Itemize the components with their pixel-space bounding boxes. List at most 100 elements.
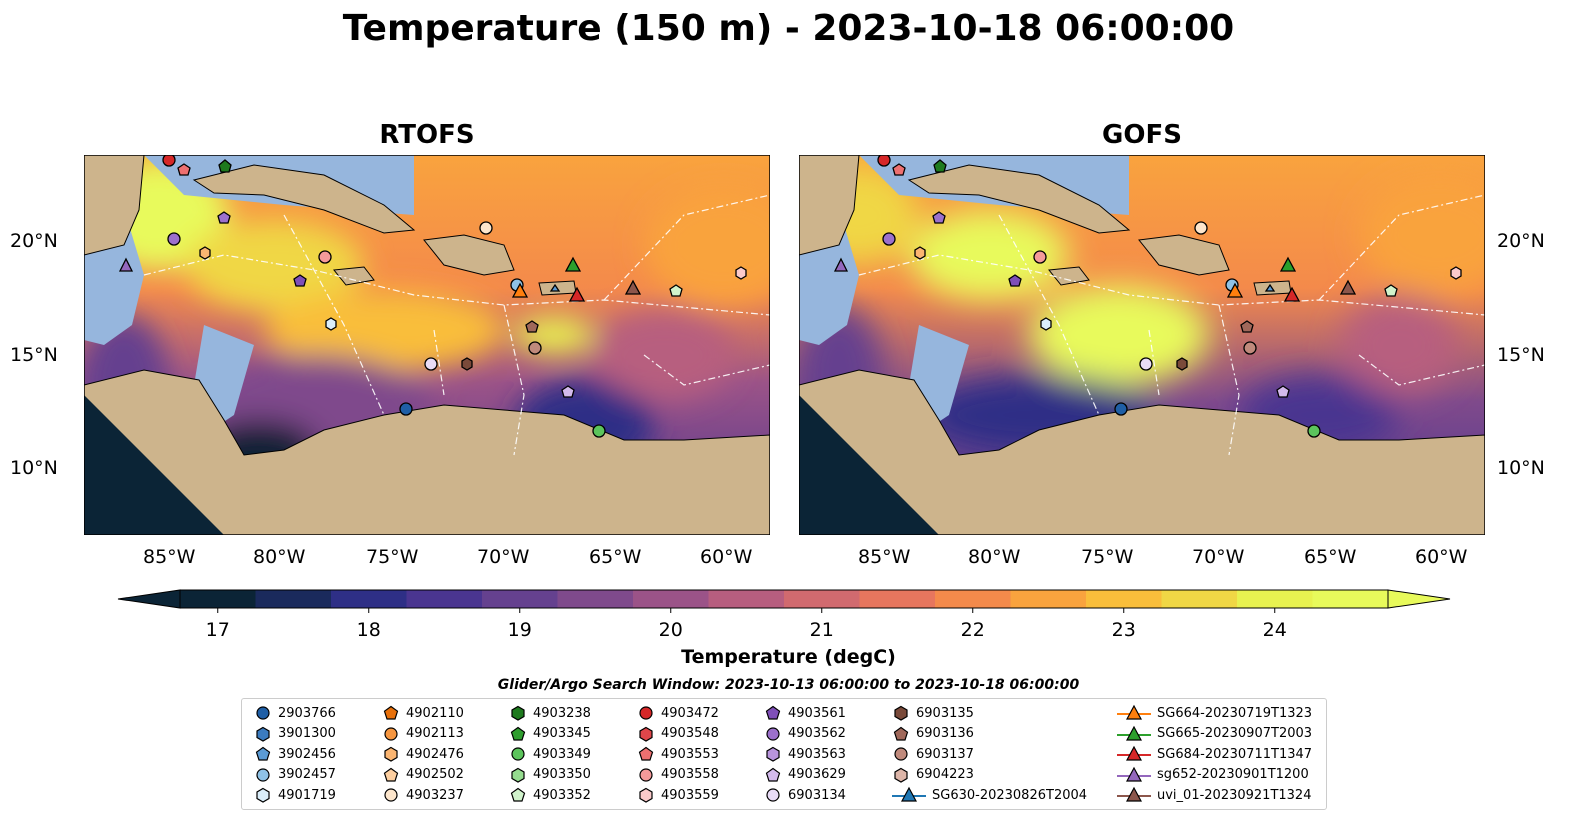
- float-markers-gofs: [833, 155, 1462, 438]
- lat-label-left-20: 20°N: [10, 230, 58, 252]
- marker-4903349[interactable]: [592, 424, 606, 438]
- legend-item-label: 6904223: [916, 767, 974, 783]
- legend-item-label: 3902457: [278, 767, 336, 783]
- marker-4903472-gofs[interactable]: [877, 155, 891, 167]
- marker-4902476[interactable]: [199, 246, 211, 260]
- legend-item: 3902457: [254, 765, 336, 785]
- legend-item-label: 4903561: [788, 705, 846, 721]
- marker-4901719-gofs[interactable]: [1040, 317, 1052, 331]
- marker-4903238-gofs[interactable]: [933, 159, 947, 173]
- marker-4903237-gofs[interactable]: [1194, 221, 1208, 235]
- legend-item: 4903349: [509, 744, 591, 764]
- marker-sg665-gofs[interactable]: [1279, 256, 1297, 272]
- colorbar-segment: [1237, 590, 1313, 608]
- marker-4903238[interactable]: [218, 159, 232, 173]
- marker-2903766[interactable]: [399, 402, 413, 416]
- marker-4903559[interactable]: [735, 266, 747, 280]
- legend-item: sg652-20230901T1200: [1117, 765, 1309, 785]
- marker-4903629-gofs[interactable]: [1276, 385, 1290, 398]
- pacific-ocean: [84, 395, 224, 535]
- marker-4903561-gofs[interactable]: [1008, 274, 1022, 287]
- pentagon-marker-icon: [764, 704, 788, 722]
- marker-6903136-gofs[interactable]: [1240, 320, 1254, 333]
- hexagon-marker-icon: [637, 786, 661, 804]
- colorbar-segment: [180, 590, 256, 608]
- marker-3902456-gofs[interactable]: [1264, 283, 1276, 292]
- legend-item-label: 4903548: [661, 726, 719, 742]
- pentagon-marker-icon: [382, 766, 406, 784]
- marker-6903135-gofs[interactable]: [1176, 357, 1188, 371]
- colorbar-segment: [784, 590, 860, 608]
- legend-item: 4903558: [637, 765, 719, 785]
- boundary-lines-gofs: [858, 194, 1485, 456]
- legend-item: uvi_01-20230921T1324: [1117, 785, 1311, 805]
- marker-4903352-gofs[interactable]: [1384, 284, 1398, 297]
- marker-uvi01[interactable]: [624, 279, 642, 295]
- legend-item: 4903238: [509, 703, 591, 723]
- legend-item: 4902113: [382, 724, 464, 744]
- legend-item: 4902476: [382, 744, 464, 764]
- marker-6903134-gofs[interactable]: [1139, 357, 1153, 371]
- legend-item-label: 6903136: [916, 726, 974, 742]
- marker-4903559-gofs[interactable]: [1450, 266, 1462, 280]
- hexagon-marker-icon: [382, 745, 406, 763]
- marker-4903237[interactable]: [479, 221, 493, 235]
- marker-4902476-gofs[interactable]: [914, 246, 926, 260]
- lat-label-left-10: 10°N: [10, 457, 58, 479]
- marker-4903629[interactable]: [561, 385, 575, 398]
- hexagon-marker-icon: [254, 786, 278, 804]
- float-markers-rtofs: [118, 155, 747, 438]
- hexagon-marker-icon: [637, 725, 661, 743]
- marker-4903562-gofs[interactable]: [882, 232, 896, 246]
- marker-4903349-gofs[interactable]: [1307, 424, 1321, 438]
- marker-4903562[interactable]: [167, 232, 181, 246]
- marker-sg652-gofs[interactable]: [833, 257, 849, 272]
- map-panel-rtofs: [84, 155, 770, 535]
- legend-item: 4903472: [637, 703, 719, 723]
- legend-item-label: 6903137: [916, 746, 974, 762]
- legend-item: 4903553: [637, 744, 719, 764]
- legend-item: 6903134: [764, 785, 846, 805]
- marker-4901719[interactable]: [325, 317, 337, 331]
- lon-label-a-80: 80°W: [253, 546, 306, 568]
- colorbar: 17 18 19 20 21 22 23 24: [117, 589, 1451, 640]
- marker-4903553-gofs[interactable]: [892, 163, 906, 176]
- marker-4903561[interactable]: [293, 274, 307, 287]
- marker-6903134[interactable]: [424, 357, 438, 371]
- lon-label-b-75: 75°W: [1081, 546, 1134, 568]
- marker-sg684[interactable]: [568, 286, 586, 302]
- legend: 2903766 3901300 3902456 3902457 4901719 49021…: [241, 698, 1327, 810]
- colorbar-tick-label: 20: [659, 619, 683, 640]
- marker-4903553[interactable]: [177, 163, 191, 176]
- legend-item-label: 4902113: [406, 726, 464, 742]
- marker-4903558[interactable]: [318, 250, 332, 264]
- marker-6903137[interactable]: [528, 341, 542, 355]
- circle-marker-icon: [764, 786, 788, 804]
- marker-sg664-gofs[interactable]: [1226, 282, 1244, 298]
- marker-4903563[interactable]: [217, 211, 231, 224]
- legend-item-label: 4901719: [278, 787, 336, 803]
- marker-6903136[interactable]: [525, 320, 539, 333]
- colorbar-tick-label: 17: [206, 619, 230, 640]
- marker-sg665[interactable]: [564, 256, 582, 272]
- legend-item: SG630-20230826T2004: [892, 785, 1087, 805]
- hexagon-marker-icon: [254, 725, 278, 743]
- lon-label-b-70: 70°W: [1192, 546, 1245, 568]
- marker-3902456[interactable]: [549, 283, 561, 292]
- marker-6903137-gofs[interactable]: [1243, 341, 1257, 355]
- marker-2903766-gofs[interactable]: [1114, 402, 1128, 416]
- marker-sg684-gofs[interactable]: [1283, 286, 1301, 302]
- land-jamaica-gofs: [1048, 266, 1090, 286]
- marker-sg652[interactable]: [118, 257, 134, 272]
- panel-title-gofs: GOFS: [1102, 120, 1182, 150]
- marker-4903352[interactable]: [669, 284, 683, 297]
- colorbar-segment: [935, 590, 1011, 608]
- marker-4903563-gofs[interactable]: [932, 211, 946, 224]
- marker-6903135[interactable]: [461, 357, 473, 371]
- lon-label-a-60: 60°W: [700, 546, 753, 568]
- marker-4903558-gofs[interactable]: [1033, 250, 1047, 264]
- marker-uvi01-gofs[interactable]: [1339, 279, 1357, 295]
- marker-4903472[interactable]: [162, 155, 176, 167]
- colorbar-extend-low: [117, 589, 181, 609]
- marker-sg664[interactable]: [511, 282, 529, 298]
